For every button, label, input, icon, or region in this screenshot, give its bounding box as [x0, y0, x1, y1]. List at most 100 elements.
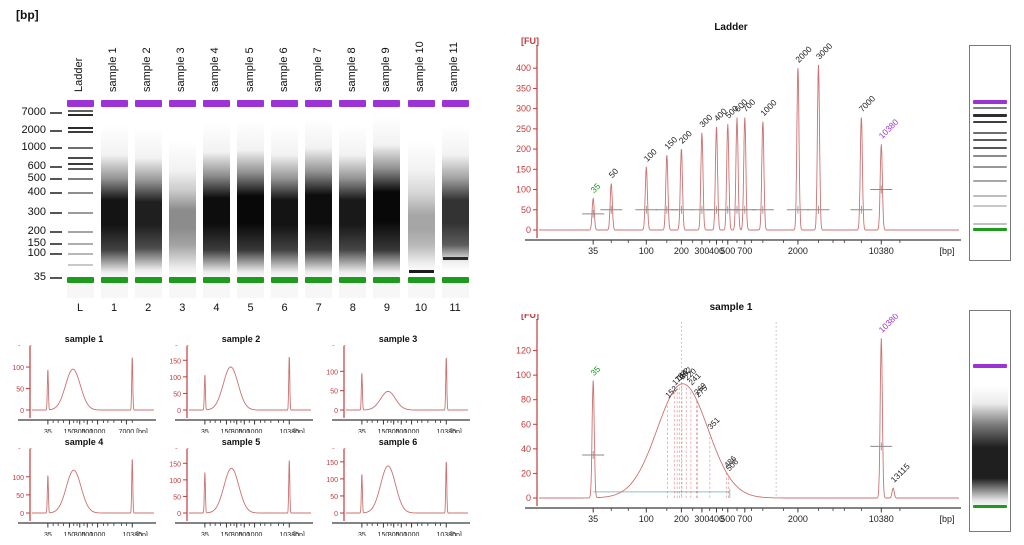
gel-lane-1[interactable] [100, 100, 128, 314]
svg-text:7000: 7000 [857, 93, 878, 114]
ladder-band [67, 264, 93, 267]
ladder-chart-title: Ladder [714, 22, 748, 33]
ladder-band [67, 157, 93, 160]
upper-marker-band [66, 100, 94, 107]
gel-lane-10[interactable] [407, 100, 435, 314]
gel-lane-L[interactable] [66, 100, 94, 314]
svg-text:100: 100 [169, 375, 181, 382]
bp-scale-tick [50, 212, 62, 214]
dna-band [442, 257, 468, 260]
sample1-electropherogram[interactable]: 0 20 40 60 80 100 120 [FU] 35 100 200 300 400 500 700 2… [497, 310, 965, 528]
bp-scale-tick [50, 147, 62, 149]
svg-text:0: 0 [334, 408, 338, 415]
svg-text:35: 35 [201, 532, 209, 536]
svg-text:150: 150 [662, 134, 679, 151]
svg-text:50: 50 [521, 205, 531, 215]
ladder-band [67, 178, 93, 181]
mini-chart-title: sample 2 [221, 334, 261, 344]
gel-lane-11[interactable] [441, 100, 469, 314]
lower-marker-band [339, 277, 367, 283]
svg-text:[bp]: [bp] [136, 429, 148, 433]
dna-smear [373, 100, 401, 295]
upper-marker-band [339, 100, 367, 107]
strip-band [973, 504, 1007, 509]
strip-band [973, 222, 1007, 225]
lane-tail [101, 284, 128, 298]
strip-band [973, 106, 1007, 109]
svg-text:500: 500 [238, 429, 250, 433]
svg-text:100: 100 [642, 146, 659, 163]
bp-scale-tick [50, 243, 62, 245]
svg-text:1000: 1000 [247, 532, 263, 536]
svg-text:20: 20 [521, 468, 531, 478]
svg-text:200: 200 [674, 246, 689, 256]
gel-lane-5[interactable] [237, 100, 264, 314]
svg-text:13115: 13115 [888, 461, 912, 485]
gel-lane-8[interactable] [339, 100, 367, 314]
strip-band [973, 194, 1007, 197]
lane-tail [442, 284, 469, 298]
ladder-electropherogram[interactable]: 0 50 100 150 200 250 300 350 400 [FU] 35 100 200 300 4… [497, 36, 965, 262]
gel-lane-3[interactable] [168, 100, 196, 314]
svg-text:[FU]: [FU] [175, 448, 189, 449]
svg-text:35: 35 [44, 429, 52, 433]
svg-text:100: 100 [326, 477, 338, 484]
svg-text:50: 50 [173, 391, 181, 398]
svg-text:10380: 10380 [437, 429, 457, 433]
gel-lane-6[interactable] [271, 100, 299, 314]
svg-text:40: 40 [521, 444, 531, 454]
svg-text:120: 120 [516, 346, 531, 356]
sample1-gel-strip[interactable] [969, 310, 1011, 532]
ladder-gel-strip[interactable] [969, 45, 1011, 261]
svg-text:500: 500 [81, 532, 93, 536]
svg-text:300: 300 [74, 532, 86, 536]
svg-text:2000: 2000 [788, 514, 808, 524]
ladder-band [67, 110, 93, 113]
lane-tail [135, 284, 162, 298]
dna-smear [168, 100, 196, 295]
lane-tail [237, 284, 264, 298]
gel-lane-label: sample 8 [345, 47, 358, 92]
upper-marker-band [100, 100, 128, 107]
dna-smear [134, 100, 162, 295]
svg-text:400: 400 [516, 63, 531, 73]
lower-marker-band [100, 277, 128, 283]
gel-lane-label: sample 2 [141, 47, 154, 92]
gel-lane-7[interactable] [305, 100, 333, 314]
svg-text:500: 500 [238, 532, 250, 536]
gel-lane-label: sample 4 [209, 47, 222, 92]
gel-lane-4[interactable] [202, 100, 230, 314]
gel-lane-label: sample 9 [379, 47, 392, 92]
svg-text:0: 0 [334, 511, 338, 518]
gel-lane-9[interactable] [373, 100, 401, 314]
gel-lane-2[interactable] [134, 100, 162, 314]
svg-text:3000: 3000 [814, 41, 835, 62]
mini-chart-sample-6[interactable]: sample 6050100150[FU]3515030050010001038… [322, 437, 474, 539]
upper-marker-band [373, 100, 401, 107]
ladder-band [67, 131, 93, 134]
svg-text:150: 150 [378, 532, 390, 536]
mini-chart-sample-5[interactable]: sample 5050100150[FU]3515030050010001038… [165, 437, 317, 539]
ladder-band [67, 243, 93, 246]
svg-text:0: 0 [526, 225, 531, 235]
gel-lane-label: sample 5 [243, 47, 256, 92]
svg-text:300: 300 [694, 246, 709, 256]
svg-text:100: 100 [12, 365, 24, 372]
sample1-chart-title: sample 1 [709, 302, 753, 313]
mini-chart-sample-2[interactable]: sample 2050100150[FU]3515030050010001038… [165, 334, 317, 436]
svg-text:275: 275 [694, 383, 710, 399]
gel-image-panel[interactable]: 7000 2000 1000 600 500 400 300 200 150 100 35 Ladde… [0, 0, 490, 330]
ladder-band [67, 192, 93, 195]
lower-marker-band [441, 277, 469, 283]
svg-text:200: 200 [677, 128, 694, 145]
svg-text:150: 150 [378, 429, 390, 433]
svg-text:1000: 1000 [758, 97, 779, 118]
svg-text:0: 0 [20, 511, 24, 518]
dna-smear [339, 100, 367, 295]
gel-lane-label: sample 6 [277, 47, 290, 92]
